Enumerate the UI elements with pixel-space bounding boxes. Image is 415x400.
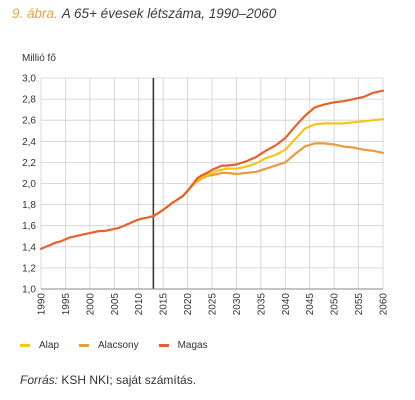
y-tick-label: 2,0 [22,179,36,190]
legend-item-alacsony: Alacsony [79,340,139,351]
legend-label-alap: Alap [39,340,60,351]
figure-label: 9. ábra. [12,6,58,21]
legend-swatch-magas [158,344,169,347]
chart-title: 9. ábra. A 65+ évesek létszáma, 1990–2060 [12,6,276,21]
legend: Alap Alacsony Magas [20,340,228,351]
source-note: Forrás: KSH NKI; saját számítás. [20,373,196,387]
y-tick-label: 1,8 [22,200,36,211]
y-tick-label: 1,4 [22,242,36,253]
x-tick-label: 2005 [110,293,121,316]
y-tick-label: 2,4 [22,137,36,148]
x-tick-label: 2045 [305,293,316,316]
series-lines [39,78,385,289]
y-tick-label: 2,6 [22,116,36,127]
x-axis-ticks: 1990 1995 2000 2005 2010 2015 2020 2025 2030 2035… [37,293,390,316]
x-tick-label: 2010 [134,293,145,316]
series-line-historical [39,215,155,250]
y-tick-label: 3,0 [22,74,36,85]
legend-item-alap: Alap [20,340,59,351]
grid [40,77,384,290]
x-tick-label: 1995 [61,293,72,316]
y-tick-label: 1,6 [22,221,36,232]
y-tick-label: 1,0 [22,285,36,296]
series-line-magas [152,89,385,218]
line-chart: 1,01,21,41,61,82,02,22,42,62,83,0 1990 19… [22,74,390,316]
y-axis-ticks: 1,0 1,2 1,4 1,6 1,8 2,0 2,2 2,4 2,6 2,8 3,0 [22,74,36,296]
legend-swatch-alacsony [79,344,90,347]
x-tick-label: 2025 [208,293,219,316]
x-tick-label: 2040 [281,293,292,316]
y-axis-unit-label: Millió fő [22,53,56,64]
legend-label-magas: Magas [177,340,208,351]
x-tick-label: 1990 [37,293,48,316]
source-label: Forrás: [20,373,59,387]
x-tick-label: 2035 [256,293,267,316]
x-tick-label: 2015 [159,293,170,316]
legend-swatch-alap [20,344,30,347]
x-tick-label: 2055 [354,293,365,316]
x-tick-label: 2020 [183,293,194,316]
x-tick-label: 2050 [330,293,341,316]
x-tick-label: 2000 [85,293,96,316]
source-text: KSH NKI; saját számítás. [61,373,197,387]
legend-label-alacsony: Alacsony [98,340,139,351]
y-tick-label: 1,2 [22,263,36,274]
chart-title-text: A 65+ évesek létszáma, 1990–2060 [61,6,277,21]
y-tick-label: 2,8 [22,95,36,106]
y-tick-label: 2,2 [22,158,36,169]
legend-item-magas: Magas [158,340,208,351]
x-tick-label: 2060 [379,293,390,316]
x-tick-label: 2030 [232,293,243,316]
